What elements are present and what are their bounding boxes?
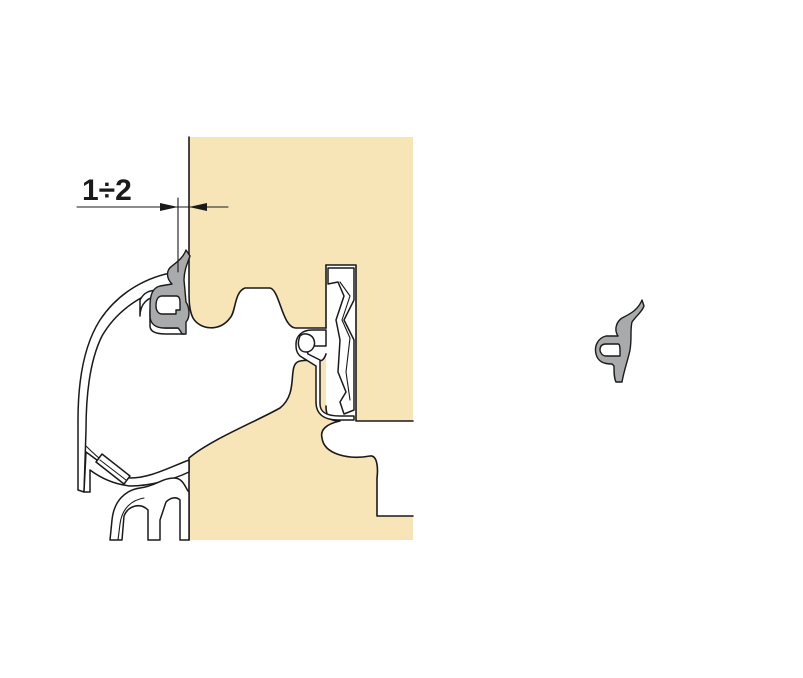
outer-seal	[149, 249, 191, 335]
lower-profile-inner-line	[117, 497, 145, 541]
wood-sash-section	[189, 137, 413, 540]
gap-dimension: 1÷2	[76, 174, 229, 273]
rebate-seal-strip-detail	[339, 281, 351, 401]
diagonal-spacer-hatch	[99, 459, 127, 481]
wood-outline-right-rebate	[325, 264, 414, 422]
gap-dimension-label: 1÷2	[82, 174, 132, 207]
aluminium-cover-profile	[77, 271, 177, 493]
lower-profile-body	[109, 477, 190, 541]
outer-seal-inner-chamber	[155, 295, 181, 315]
wood-outline-left-edge	[188, 136, 327, 329]
gasket-detail-chamber	[599, 343, 621, 357]
arrow-icon	[160, 203, 178, 211]
gasket-icon	[594, 299, 645, 383]
gasket-detail-body	[594, 299, 645, 383]
rebate-seal-lip	[297, 333, 316, 353]
arrow-icon	[189, 203, 207, 211]
